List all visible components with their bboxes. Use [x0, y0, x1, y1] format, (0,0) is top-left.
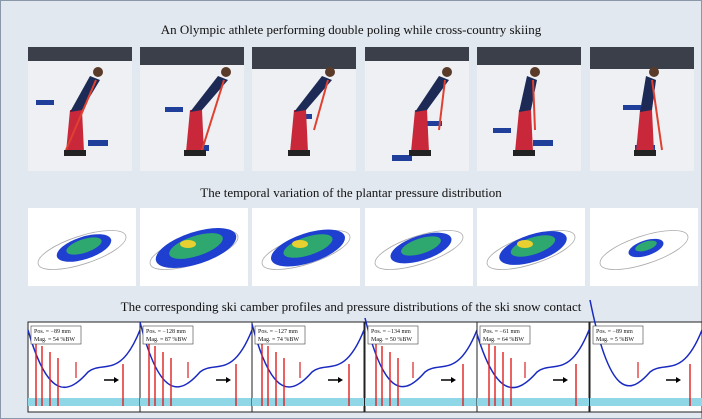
- skier-head: [325, 67, 335, 77]
- magnitude-label: Mag. = 64 %BW: [483, 337, 524, 343]
- photo-background: [477, 47, 581, 65]
- ski-boot: [64, 150, 86, 156]
- pressure-peak: [517, 240, 533, 248]
- pressure-peak: [180, 240, 196, 248]
- ski-boot: [634, 150, 656, 156]
- photos-title: An Olympic athlete performing double pol…: [161, 22, 542, 37]
- magnitude-label: Mag. = 54 %BW: [34, 337, 75, 343]
- magnitude-label: Mag. = 74 %BW: [258, 337, 299, 343]
- page: An Olympic athlete performing double pol…: [0, 0, 702, 419]
- ski-boot: [288, 150, 310, 156]
- course-marker: [36, 100, 54, 105]
- pressure-peak: [292, 240, 308, 248]
- photo-background: [28, 47, 132, 61]
- magnitude-label: Mag. = 87 %BW: [146, 337, 187, 343]
- position-label: Pos. = −89 mm: [34, 329, 71, 335]
- position-label: Pos. = −128 mm: [146, 329, 186, 335]
- skier-head: [93, 67, 103, 77]
- figure: An Olympic athlete performing double pol…: [0, 0, 702, 419]
- course-marker: [623, 105, 641, 110]
- course-marker: [88, 140, 108, 146]
- skier-head: [442, 67, 452, 77]
- photo-background: [590, 47, 694, 69]
- course-marker: [493, 128, 511, 133]
- position-label: Pos. = −89 mm: [596, 329, 633, 335]
- pressure-title: The temporal variation of the plantar pr…: [200, 185, 502, 200]
- photo-background: [252, 47, 356, 69]
- skier-head: [221, 67, 231, 77]
- photo-background: [140, 47, 244, 65]
- position-label: Pos. = −61 mm: [483, 329, 520, 335]
- skier-head: [530, 67, 540, 77]
- ski-boot: [184, 150, 206, 156]
- snow-band: [590, 398, 702, 406]
- magnitude-label: Mag. = 50 %BW: [371, 337, 412, 343]
- photo-background: [365, 47, 469, 61]
- course-marker: [533, 140, 553, 146]
- magnitude-label: Mag. = 5 %BW: [596, 337, 634, 343]
- camber-title: The corresponding ski camber profiles an…: [121, 299, 582, 314]
- ski-boot: [409, 150, 431, 156]
- snow-band: [477, 398, 589, 406]
- position-label: Pos. = −134 mm: [371, 329, 411, 335]
- snow-band: [252, 398, 364, 406]
- ski-boot: [513, 150, 535, 156]
- position-label: Pos. = −127 mm: [258, 329, 298, 335]
- course-marker: [165, 107, 183, 112]
- snow-band: [140, 398, 252, 406]
- skier-head: [649, 67, 659, 77]
